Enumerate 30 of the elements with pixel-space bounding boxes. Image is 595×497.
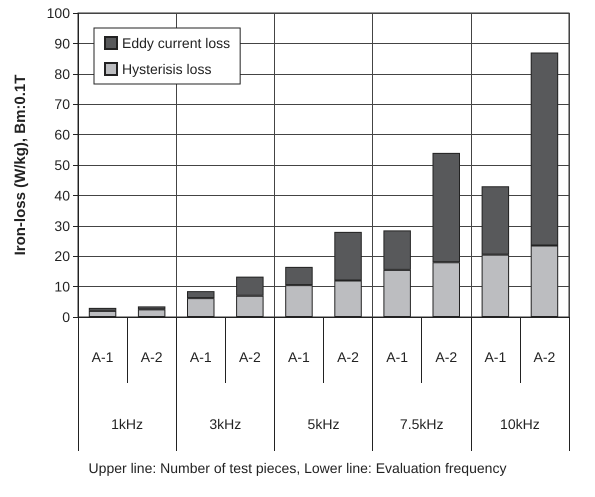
y-tick-label: 100 <box>46 5 70 21</box>
text: 1kHz <box>111 416 144 432</box>
x-tick-label: A-2 <box>534 349 556 365</box>
legend-label: Eddy current loss <box>122 35 230 51</box>
text: Upper line: Number of test pieces, Lower line: Evaluation frequency <box>88 460 506 476</box>
text: 5kHz <box>308 416 340 432</box>
text: 7.5kHz <box>400 416 444 432</box>
legend-label: Hysterisis loss <box>122 61 212 77</box>
y-tick-label: 20 <box>54 248 70 264</box>
y-tick-label: 30 <box>54 218 70 234</box>
x-tick-label: A-2 <box>435 349 458 365</box>
x-tick-label: A-1 <box>92 349 114 365</box>
y-tick-label: 0 <box>62 309 70 325</box>
y-tick-label: 70 <box>54 96 70 112</box>
x-tick-label: A-1 <box>484 349 506 365</box>
y-tick-label: 40 <box>54 187 70 204</box>
x-tick-label: A-2 <box>140 349 163 365</box>
y-axis-title: Iron-loss (W/kg), Bm:0.1T <box>12 74 29 256</box>
x-tick-label: A-1 <box>386 349 408 365</box>
text: 10kHz <box>500 416 540 432</box>
y-tick-label: 50 <box>54 157 70 173</box>
text: 3kHz <box>209 416 242 432</box>
y-tick-label: 90 <box>54 35 70 52</box>
x-tick-label: A-2 <box>238 349 261 365</box>
y-tick-label: 80 <box>54 66 70 82</box>
x-tick-label: A-1 <box>288 349 310 365</box>
y-tick-label: 10 <box>54 278 70 295</box>
y-tick-label: 60 <box>54 126 70 143</box>
x-tick-label: A-1 <box>190 349 212 365</box>
x-tick-label: A-2 <box>337 349 360 365</box>
